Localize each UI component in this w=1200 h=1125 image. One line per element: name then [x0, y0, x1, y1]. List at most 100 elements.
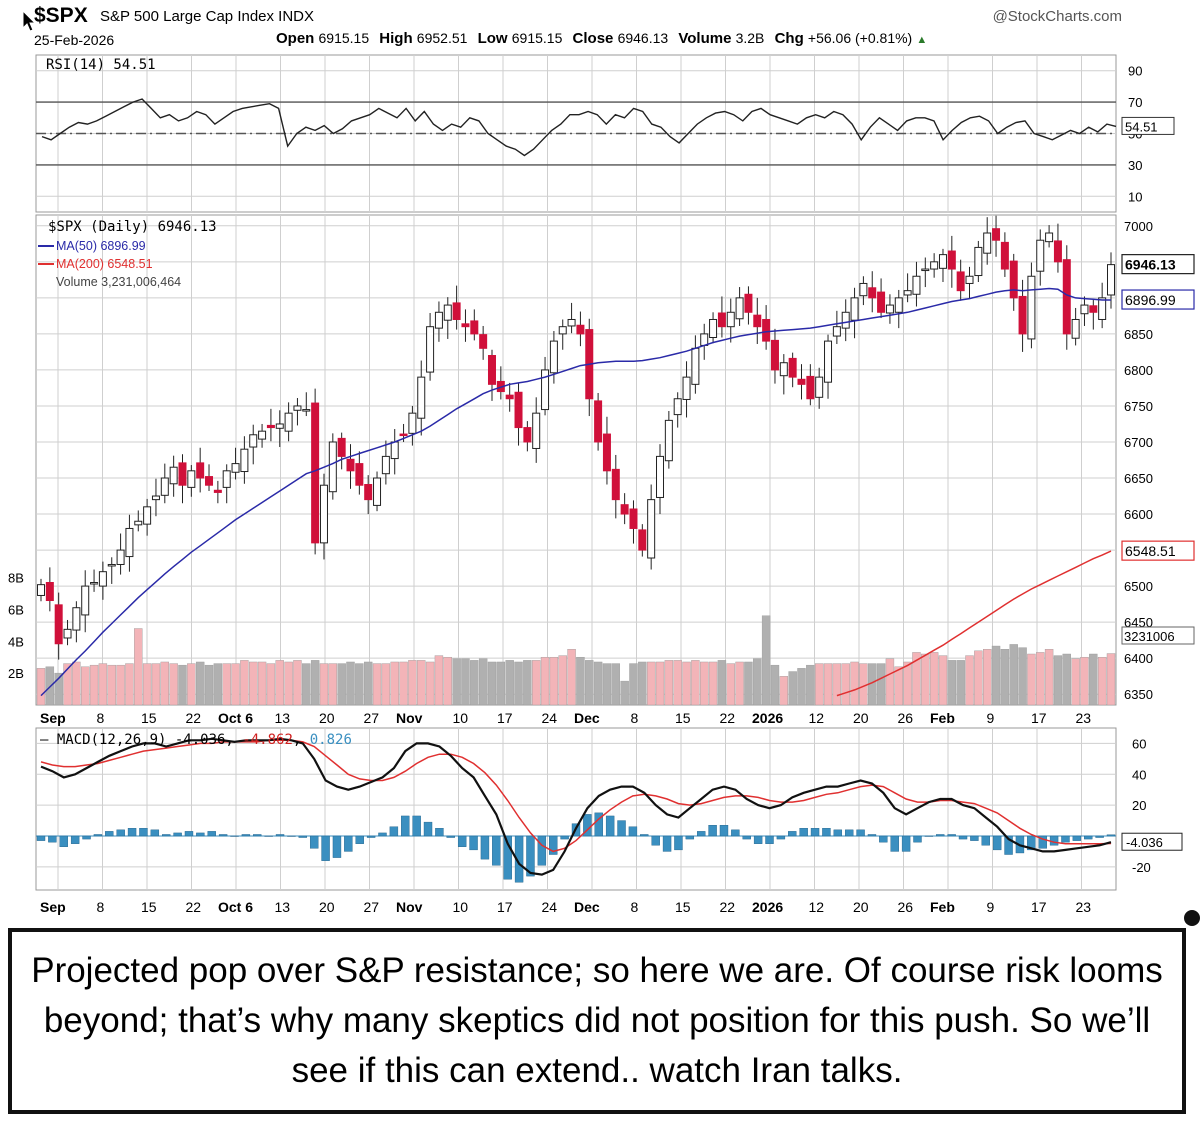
- candle-body: [187, 470, 196, 488]
- candle-body: [576, 324, 585, 335]
- volume-bar: [593, 661, 603, 706]
- macd-histogram-bar: [1106, 834, 1116, 837]
- candle-body: [541, 369, 550, 411]
- volume-bar: [726, 663, 735, 706]
- volume-bar: [929, 652, 939, 706]
- candle-body: [656, 455, 665, 498]
- candle-body: [1000, 241, 1009, 270]
- macd-histogram-bar: [890, 835, 899, 852]
- ticker-symbol: $SPX: [34, 4, 88, 27]
- volume-bar: [408, 660, 417, 706]
- candle-body: [868, 287, 877, 299]
- candle-body: [709, 318, 718, 338]
- macd-histogram-bar: [549, 835, 558, 855]
- candle-body: [231, 463, 240, 473]
- macd-x-tick-label: 15: [675, 899, 691, 915]
- macd-x-tick-label: 23: [1076, 899, 1092, 915]
- candle-body: [594, 400, 603, 443]
- volume-bar: [885, 658, 895, 706]
- volume-bar: [974, 650, 983, 706]
- macd-histogram-bar: [378, 832, 387, 837]
- volume-bar: [399, 661, 408, 706]
- volume-bar: [257, 661, 267, 706]
- candle-body: [549, 340, 558, 374]
- candle-body: [1053, 240, 1062, 263]
- price-x-tick-label: 17: [497, 710, 513, 726]
- macd-histogram-bar: [719, 825, 729, 837]
- candle-body: [877, 291, 886, 313]
- volume-bar: [319, 663, 329, 706]
- candle-body: [452, 302, 461, 320]
- price-x-tick-label: 15: [141, 710, 157, 726]
- candle-body: [346, 458, 355, 472]
- volume-bar: [691, 660, 700, 706]
- macd-histogram-bar: [765, 835, 774, 844]
- volume-bar: [178, 664, 187, 706]
- rsi-tick-label: 10: [1128, 189, 1142, 204]
- volume-bar: [213, 663, 223, 706]
- macd-x-tick-label: 9: [987, 899, 995, 915]
- candle-body: [859, 282, 868, 297]
- volume-bar: [1009, 644, 1018, 706]
- macd-histogram-bar: [685, 835, 695, 840]
- macd-x-tick-label: 12: [809, 899, 825, 915]
- volume-bar: [470, 660, 479, 706]
- volume-bar: [673, 660, 682, 706]
- macd-histogram-bar: [936, 834, 945, 837]
- macd-histogram-bar: [344, 835, 353, 852]
- macd-histogram-bar: [514, 835, 524, 883]
- price-x-tick-label: Nov: [396, 710, 423, 726]
- volume-bar: [240, 660, 249, 706]
- volume-bar: [735, 661, 744, 706]
- candle-body: [726, 311, 735, 328]
- macd-histogram-bar: [617, 820, 626, 837]
- candle-body: [700, 333, 709, 346]
- volume-bar: [116, 664, 125, 706]
- candle-body: [222, 470, 231, 488]
- close-label: Close: [572, 30, 614, 47]
- macd-histogram-bar: [492, 835, 501, 866]
- candle-body: [885, 304, 894, 314]
- macd-histogram-bar: [628, 826, 638, 837]
- candle-body: [337, 437, 346, 457]
- volume-bar: [567, 649, 576, 706]
- macd-histogram-bar: [856, 829, 865, 837]
- price-tick-label: 6400: [1124, 651, 1153, 666]
- candle-body: [160, 477, 169, 496]
- volume-bar: [629, 663, 638, 706]
- volume-bar: [293, 660, 302, 706]
- volume-bar: [249, 661, 258, 706]
- candle-body: [107, 563, 116, 567]
- macd-tick-label: 40: [1132, 767, 1146, 782]
- rsi-tick-label: 30: [1128, 158, 1142, 173]
- candle-body: [169, 466, 178, 485]
- mouse-cursor-icon: [22, 10, 36, 32]
- volume-bar: [788, 671, 797, 706]
- candle-body: [151, 495, 160, 501]
- macd-histogram-bar: [731, 829, 740, 837]
- candle-body: [974, 246, 983, 277]
- macd-histogram-bar: [788, 831, 797, 837]
- rsi-tick-label: 70: [1128, 95, 1142, 110]
- volume-bar: [505, 660, 514, 706]
- macd-x-tick-label: 26: [898, 899, 914, 915]
- candle-body: [125, 527, 134, 558]
- volume-bar: [602, 663, 612, 706]
- stockcharts-watermark: @StockCharts.com: [992, 8, 1122, 25]
- price-x-tick-label: Sep: [40, 710, 66, 726]
- candle-body: [903, 290, 912, 296]
- volume-bar: [832, 663, 842, 706]
- price-x-tick-label: 8: [97, 710, 105, 726]
- low-label: Low: [477, 30, 508, 47]
- macd-histogram-bar: [981, 835, 990, 846]
- candle-body: [319, 484, 328, 544]
- volume-bar: [991, 645, 1001, 706]
- volume-bar: [912, 652, 921, 706]
- macd-histogram-bar: [560, 835, 569, 840]
- candle-body: [523, 427, 532, 443]
- volume-bar: [523, 660, 532, 706]
- candle-body: [824, 340, 833, 383]
- volume-label: Volume: [678, 30, 732, 47]
